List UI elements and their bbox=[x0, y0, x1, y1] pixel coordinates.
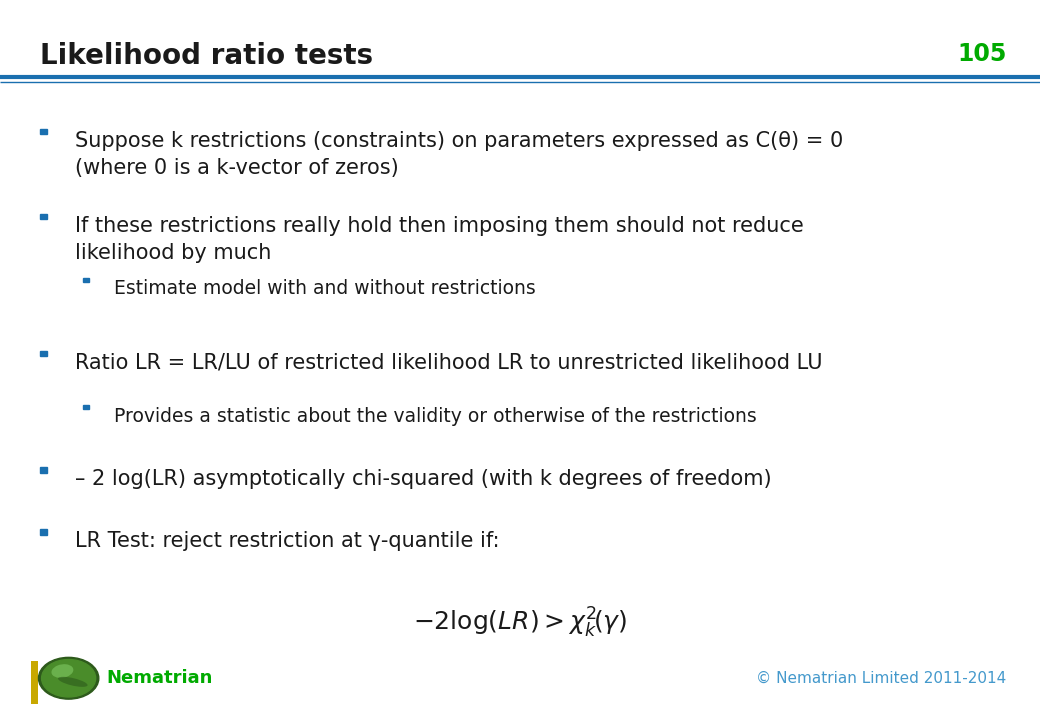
Text: 105: 105 bbox=[958, 42, 1007, 66]
Text: Ratio LR = LR/LU of restricted likelihood LR to unrestricted likelihood LU: Ratio LR = LR/LU of restricted likelihoo… bbox=[75, 353, 823, 373]
Text: – 2 log(LR) asymptotically chi-squared (with k degrees of freedom): – 2 log(LR) asymptotically chi-squared (… bbox=[75, 469, 772, 490]
Circle shape bbox=[42, 660, 96, 697]
Text: LR Test: reject restriction at γ-quantile if:: LR Test: reject restriction at γ-quantil… bbox=[75, 531, 499, 552]
Circle shape bbox=[38, 657, 99, 699]
Text: Provides a statistic about the validity or otherwise of the restrictions: Provides a statistic about the validity … bbox=[114, 407, 757, 426]
Bar bbox=[40, 129, 47, 134]
Text: Likelihood ratio tests: Likelihood ratio tests bbox=[40, 42, 372, 70]
Bar bbox=[83, 278, 89, 282]
Bar bbox=[40, 351, 47, 356]
Bar bbox=[83, 405, 89, 410]
Text: Nematrian: Nematrian bbox=[106, 670, 212, 687]
Text: Suppose k restrictions (constraints) on parameters expressed as C(θ) = 0
(where : Suppose k restrictions (constraints) on … bbox=[75, 131, 843, 179]
Ellipse shape bbox=[58, 677, 87, 687]
Text: $-2\log\!\left(LR\right)>\chi_{k}^{2}\!\left(\gamma\right)$: $-2\log\!\left(LR\right)>\chi_{k}^{2}\!\… bbox=[413, 606, 627, 641]
Bar bbox=[40, 529, 47, 534]
Bar bbox=[40, 467, 47, 472]
Text: Estimate model with and without restrictions: Estimate model with and without restrict… bbox=[114, 279, 537, 298]
Bar bbox=[31, 661, 38, 704]
Bar bbox=[40, 214, 47, 219]
Text: © Nematrian Limited 2011-2014: © Nematrian Limited 2011-2014 bbox=[756, 671, 1007, 685]
Text: If these restrictions really hold then imposing them should not reduce
likelihoo: If these restrictions really hold then i… bbox=[75, 216, 804, 264]
Ellipse shape bbox=[51, 664, 74, 678]
